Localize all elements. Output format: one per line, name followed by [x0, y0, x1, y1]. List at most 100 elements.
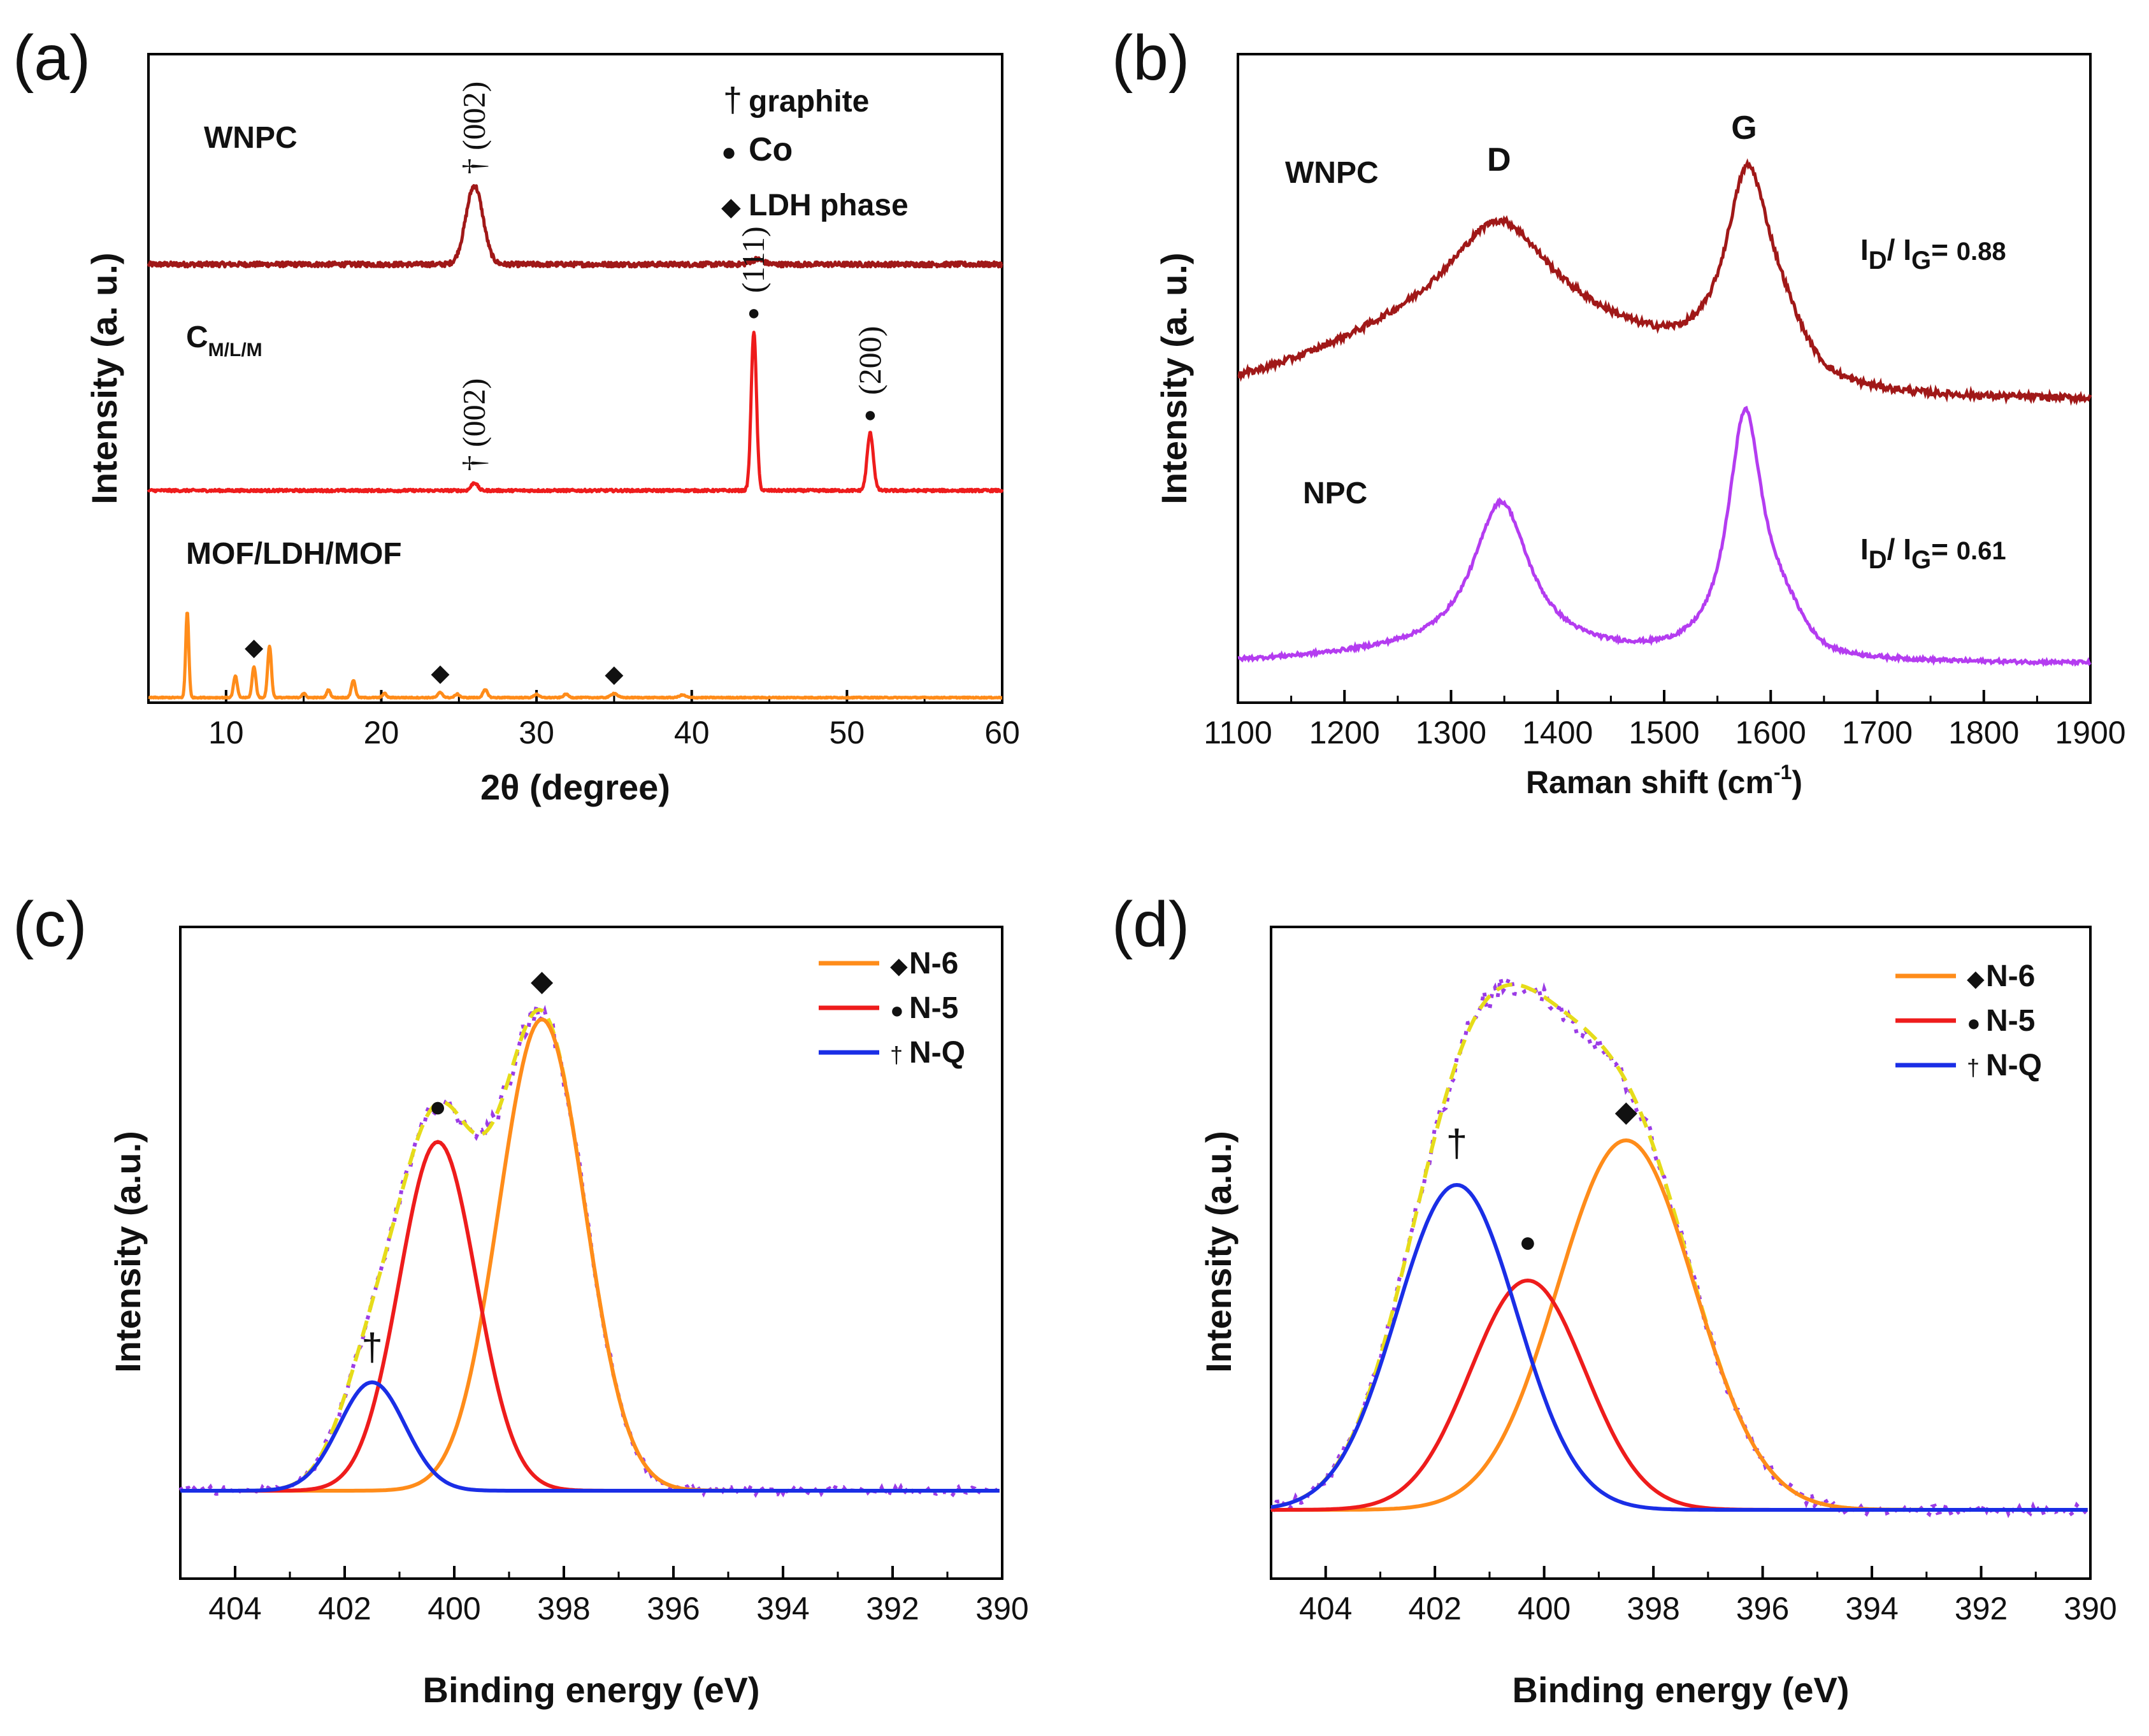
legend-label-n-5: N-5	[909, 991, 958, 1025]
xrd-label-wnpc: WNPC	[204, 121, 298, 155]
legend-label-n-q: N-Q	[1986, 1049, 2042, 1082]
xrd-curve-wnpc	[147, 183, 1003, 269]
x-tick-label: 402	[318, 1591, 371, 1626]
ratio-wnpc-value: 0.88	[1957, 238, 2006, 266]
legend-label-n-5: N-5	[1986, 1004, 2035, 1038]
ratio-npc-eq: =	[1931, 533, 1957, 566]
xrd-legend-graphite: graphite	[749, 85, 869, 118]
xrd-curve-cmlm	[147, 331, 1004, 494]
x-tick-label: 398	[537, 1591, 590, 1626]
ratio-wnpc-g: G	[1911, 247, 1931, 275]
raman-curve-wnpc	[1237, 158, 2092, 406]
xrd-peak-index: (111)	[735, 226, 771, 293]
xps-component-n-5	[180, 1140, 1000, 1493]
xps-component-n-5	[1271, 1278, 2088, 1512]
panel-d-letter: (d)	[1112, 889, 1189, 960]
legend-symbol: ◆	[1967, 965, 1985, 991]
x-tick-label: 396	[647, 1591, 700, 1626]
panel-a-x-ticks: 10 20 30 40 50 60	[147, 690, 1020, 750]
panel-d-y-title: Intensity (a.u.)	[1198, 1131, 1239, 1373]
panel-b-y-title: Intensity (a. u.)	[1154, 252, 1194, 504]
panel-d-legend: ◆ N-6● N-5† N-Q	[1895, 959, 2042, 1082]
panel-c-x-ticks: 404 402 400 398 396 394 392 390	[179, 1566, 1029, 1626]
xps-peak-marker-n-5: ●	[1519, 1225, 1537, 1258]
x-tick-label: 1100	[1204, 715, 1272, 750]
xps-component-n-6	[180, 1017, 1000, 1493]
panel-b-x-title-main: Raman shift (cm	[1526, 764, 1774, 800]
xps-component-n-q	[180, 1380, 1000, 1493]
xrd-label-cmlm-main: C	[186, 320, 208, 354]
xps-peak-marker-n-q: †	[361, 1326, 382, 1368]
panel-c-xps: (c) 404 402 400 398 396 394 392 390 Binding ene…	[13, 889, 1029, 1710]
panel-a-annotations: † (002) † (002) ● (111) ● (200) ◆ ◆ ◆	[245, 82, 888, 688]
xrd-legend: † graphite ● Co ◆ LDH phase	[721, 81, 909, 222]
x-tick-label: 30	[519, 715, 554, 750]
ratio-wnpc-i: I	[1860, 233, 1869, 266]
panel-b-x-title: Raman shift (cm-1)	[1526, 761, 1802, 800]
x-tick-label: 50	[830, 715, 865, 750]
x-tick-label: 390	[2064, 1591, 2117, 1626]
xrd-legend-symbol-graphite: †	[723, 81, 742, 119]
xrd-ldh-marker: ◆	[605, 661, 624, 687]
x-tick-label: 1600	[1736, 715, 1806, 750]
ratio-npc-mid: / I	[1887, 533, 1911, 566]
panel-c-letter: (c)	[13, 889, 87, 960]
xrd-label-cmlm-sub: M/L/M	[208, 340, 262, 361]
xps-envelope-fit	[1270, 982, 2088, 1512]
x-tick-label: 398	[1627, 1591, 1679, 1626]
x-tick-label: 1200	[1309, 715, 1380, 750]
x-tick-label: 390	[975, 1591, 1028, 1626]
xps-peak-marker-n-5: ●	[429, 1089, 447, 1123]
raman-curve-npc	[1237, 405, 2092, 668]
xrd-legend-co: Co	[749, 131, 793, 168]
panel-b-raman: (b) 1100 1200 1300 1400 1500 1600 1700 1800 1900…	[1112, 22, 2126, 800]
panel-b-letter: (b)	[1112, 22, 1189, 94]
panel-c-curves	[178, 1005, 1001, 1500]
xrd-peak-index: † (002)	[456, 82, 492, 175]
x-tick-label: 1900	[2055, 715, 2125, 750]
panel-d-frame	[1270, 926, 2092, 1580]
panel-d-curves	[1270, 977, 2089, 1520]
legend-symbol: ◆	[890, 952, 908, 979]
xps-raw-data	[1270, 977, 2089, 1520]
legend-symbol: ●	[1967, 1010, 1981, 1036]
x-tick-label: 400	[428, 1591, 480, 1626]
x-tick-label: 20	[364, 715, 399, 750]
panel-c-frame	[179, 926, 1003, 1580]
ratio-wnpc-mid: / I	[1887, 233, 1911, 266]
legend-symbol: †	[890, 1042, 903, 1068]
panel-c-legend: ◆ N-6● N-5† N-Q	[819, 947, 965, 1070]
xrd-legend-symbol-co: ●	[721, 138, 737, 166]
panel-b-curves	[1237, 158, 2092, 668]
x-tick-label: 396	[1736, 1591, 1789, 1626]
xps-peak-marker-n-6: ◆	[1615, 1094, 1638, 1128]
xps-peak-marker-n-q: †	[1446, 1122, 1467, 1165]
x-tick-label: 394	[1845, 1591, 1898, 1626]
panel-a-frame	[147, 53, 1003, 704]
panel-a-letter: (a)	[13, 22, 90, 94]
panel-a-xrd: (a) 10 20 30 40 50 60 2θ (degree) Intensity (…	[13, 22, 1020, 807]
x-tick-label: 40	[674, 715, 710, 750]
xrd-co-marker: ●	[864, 403, 877, 427]
panel-b-x-title-end: )	[1792, 764, 1802, 800]
legend-symbol: †	[1967, 1054, 1980, 1080]
raman-peak-g-label: G	[1731, 110, 1757, 147]
x-tick-label: 402	[1408, 1591, 1461, 1626]
raman-label-npc: NPC	[1303, 477, 1367, 510]
panel-c-y-title: Intensity (a.u.)	[108, 1131, 148, 1373]
panel-d-x-ticks: 404 402 400 398 396 394 392 390	[1270, 1566, 2117, 1626]
panel-b-x-ticks: 1100 1200 1300 1400 1500 1600 1700 1800 1900	[1204, 690, 2126, 750]
x-tick-label: 1500	[1628, 715, 1699, 750]
x-tick-label: 60	[984, 715, 1020, 750]
x-tick-label: 392	[866, 1591, 919, 1626]
raman-ratio-wnpc: ID/ IG= 0.88	[1860, 233, 2006, 275]
x-tick-label: 392	[1955, 1591, 2008, 1626]
x-tick-label: 1800	[1948, 715, 2019, 750]
panel-b-frame	[1237, 53, 2092, 704]
xrd-label-cmlm: CM/L/M	[186, 320, 262, 361]
xrd-label-mof: MOF/LDH/MOF	[186, 537, 402, 571]
x-tick-label: 1400	[1522, 715, 1593, 750]
x-tick-label: 10	[208, 715, 244, 750]
xrd-ldh-marker: ◆	[245, 634, 264, 661]
